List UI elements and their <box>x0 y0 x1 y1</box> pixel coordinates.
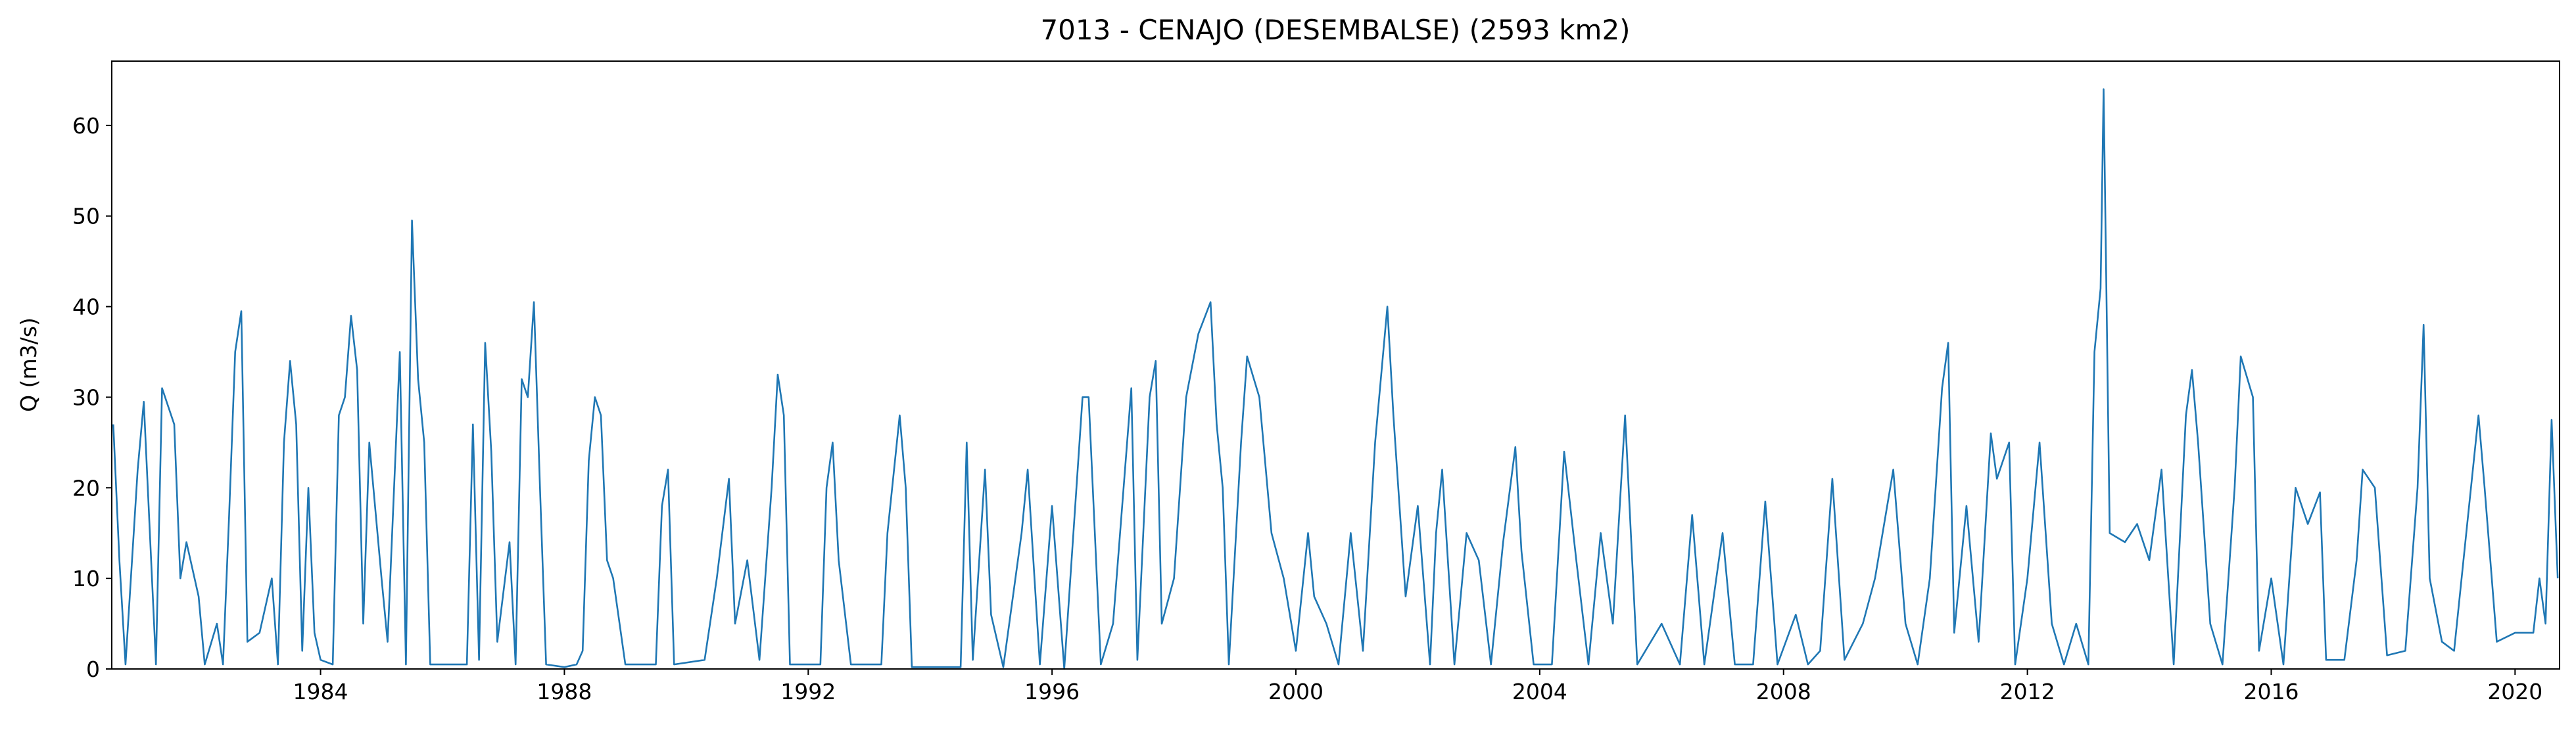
x-tick-label: 1996 <box>1024 679 1080 704</box>
y-tick-label: 20 <box>72 475 100 501</box>
x-tick-label: 2008 <box>1756 679 1811 704</box>
x-tick-label: 1992 <box>780 679 836 704</box>
plot-frame <box>111 60 2560 670</box>
x-tick-label: 2016 <box>2243 679 2299 704</box>
flow-line <box>112 88 2559 670</box>
x-tick-label: 1988 <box>537 679 592 704</box>
x-tick-label: 1984 <box>293 679 348 704</box>
x-tick-label: 2000 <box>1268 679 1324 704</box>
y-axis-label: Q (m3/s) <box>16 317 41 412</box>
x-tick-label: 2012 <box>2000 679 2055 704</box>
x-tick-label: 2020 <box>2487 679 2542 704</box>
y-tick-label: 0 <box>86 656 100 682</box>
y-tick-label: 30 <box>72 384 100 410</box>
y-tick-label: 10 <box>72 566 100 591</box>
chart-title: 7013 - CENAJO (DESEMBALSE) (2593 km2) <box>1040 14 1630 46</box>
y-tick-label: 40 <box>72 294 100 320</box>
y-tick-label: 50 <box>72 204 100 229</box>
y-tick-label: 60 <box>72 113 100 139</box>
x-tick-label: 2004 <box>1512 679 1567 704</box>
